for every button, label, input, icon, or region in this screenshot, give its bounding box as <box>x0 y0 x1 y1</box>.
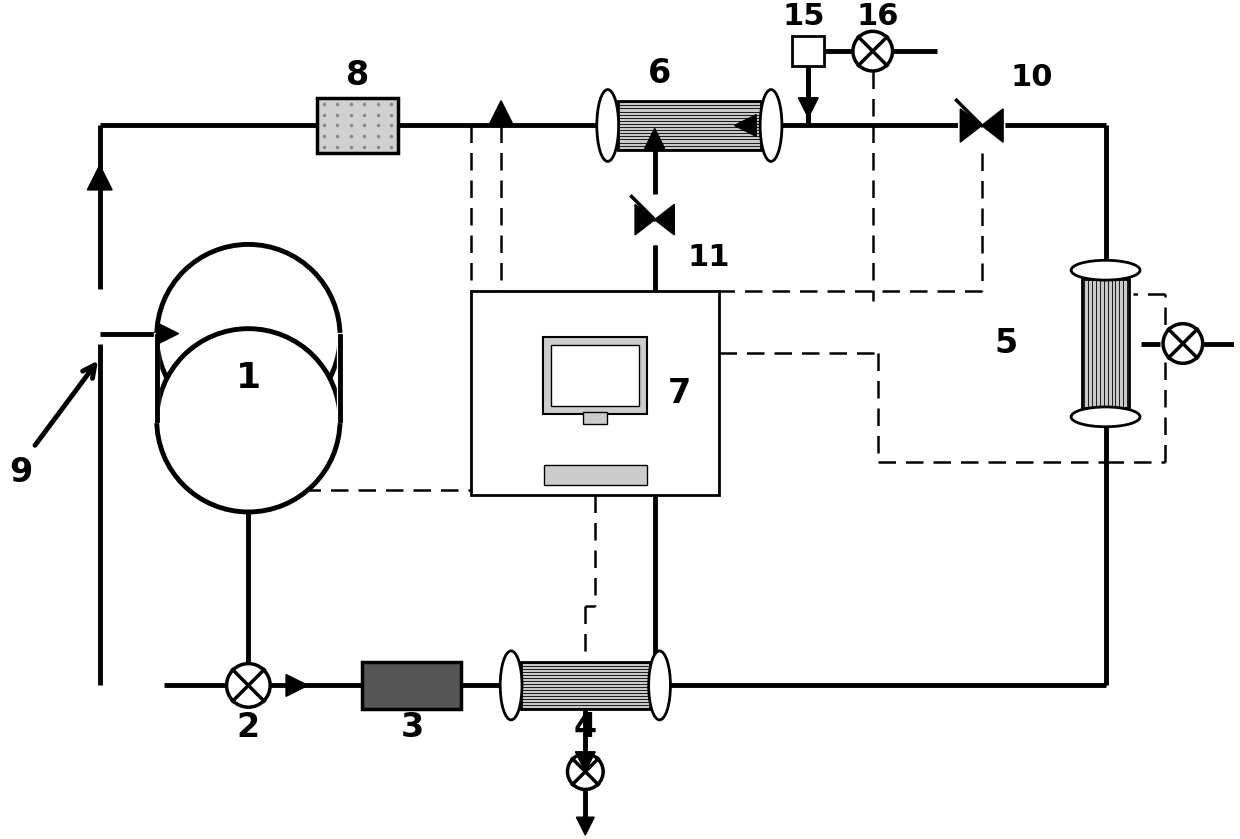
Polygon shape <box>982 109 1003 142</box>
Polygon shape <box>489 101 513 126</box>
Bar <box>521 662 650 709</box>
Circle shape <box>227 664 270 707</box>
Text: 10: 10 <box>1011 64 1053 92</box>
Polygon shape <box>734 115 756 137</box>
Ellipse shape <box>1071 260 1140 280</box>
Polygon shape <box>575 752 595 772</box>
Ellipse shape <box>156 244 340 428</box>
Text: 3: 3 <box>401 711 424 743</box>
Bar <box>1081 279 1130 408</box>
Polygon shape <box>655 205 675 235</box>
Ellipse shape <box>1071 407 1140 427</box>
Bar <box>543 465 647 485</box>
Text: 1: 1 <box>236 362 260 395</box>
Text: 6: 6 <box>649 57 671 91</box>
Text: 11: 11 <box>688 242 730 272</box>
Bar <box>792 36 825 66</box>
Ellipse shape <box>649 651 671 720</box>
Bar <box>618 101 761 150</box>
Text: 4: 4 <box>574 711 596 743</box>
Text: 9: 9 <box>9 456 32 489</box>
Ellipse shape <box>156 329 340 512</box>
Circle shape <box>959 102 1006 149</box>
Polygon shape <box>645 128 665 149</box>
Polygon shape <box>635 205 655 235</box>
Text: 5: 5 <box>994 327 1018 360</box>
Circle shape <box>632 198 677 242</box>
Polygon shape <box>87 165 112 190</box>
Bar <box>362 662 461 709</box>
Ellipse shape <box>760 90 782 161</box>
Text: 16: 16 <box>857 2 899 31</box>
Polygon shape <box>960 109 982 142</box>
Bar <box>551 345 640 406</box>
Ellipse shape <box>596 90 619 161</box>
Text: 2: 2 <box>237 711 260 743</box>
Polygon shape <box>286 675 308 696</box>
Ellipse shape <box>500 651 522 720</box>
Text: 7: 7 <box>668 377 691 409</box>
Bar <box>316 98 398 153</box>
Text: 15: 15 <box>782 2 825 31</box>
Bar <box>156 336 340 420</box>
Polygon shape <box>799 98 818 117</box>
Circle shape <box>853 31 893 71</box>
Polygon shape <box>156 323 179 345</box>
Bar <box>471 291 719 495</box>
Polygon shape <box>577 817 594 835</box>
Bar <box>543 336 647 414</box>
Circle shape <box>568 753 603 789</box>
Circle shape <box>1163 324 1203 363</box>
Bar <box>583 412 608 424</box>
Text: 8: 8 <box>346 60 370 92</box>
